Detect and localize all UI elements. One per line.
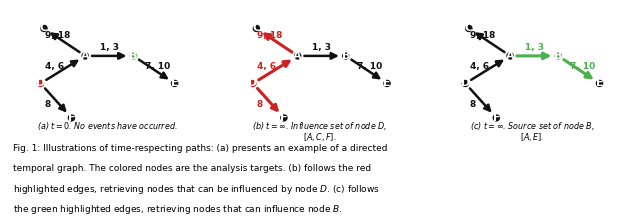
Text: 8: 8 (257, 100, 263, 108)
Text: A: A (506, 51, 515, 61)
Text: F: F (493, 113, 500, 123)
Text: F: F (280, 113, 287, 123)
Circle shape (506, 52, 514, 60)
Text: C: C (40, 23, 48, 33)
Circle shape (40, 25, 48, 32)
Text: 1, 3: 1, 3 (525, 43, 543, 52)
Circle shape (36, 80, 44, 87)
Text: Fig. 1: Illustrations of time-respecting paths: (a) presents an example of a dir: Fig. 1: Illustrations of time-respecting… (13, 144, 387, 153)
Text: B: B (129, 51, 138, 61)
Circle shape (68, 114, 76, 122)
Circle shape (383, 80, 391, 87)
Text: 7, 10: 7, 10 (145, 62, 170, 71)
Text: the green highlighted edges, retrieving nodes that can influence node $B$.: the green highlighted edges, retrieving … (13, 203, 342, 216)
Circle shape (493, 114, 500, 122)
Text: 4, 6: 4, 6 (45, 62, 64, 71)
Text: 8: 8 (469, 100, 476, 108)
Text: D: D (248, 78, 257, 88)
Text: 4, 6: 4, 6 (470, 62, 489, 71)
Text: D: D (461, 78, 470, 88)
Circle shape (249, 80, 257, 87)
Text: 9, 18: 9, 18 (45, 31, 70, 40)
Circle shape (342, 52, 349, 60)
Text: $[A, C, F]$.: $[A, C, F]$. (303, 130, 337, 143)
Text: highlighted edges, retrieving nodes that can be influenced by node $D$. (c) foll: highlighted edges, retrieving nodes that… (13, 183, 380, 196)
Circle shape (280, 114, 288, 122)
Circle shape (129, 52, 137, 60)
Text: B: B (342, 51, 350, 61)
Text: (a) $t = 0$. No events have occurred.: (a) $t = 0$. No events have occurred. (37, 120, 178, 132)
Circle shape (554, 52, 562, 60)
Text: A: A (81, 51, 90, 61)
Circle shape (253, 25, 260, 32)
Text: (c) $t = \infty$. Source set of node $B$,: (c) $t = \infty$. Source set of node $B$… (470, 120, 595, 132)
Text: E: E (171, 78, 179, 88)
Text: D: D (36, 78, 45, 88)
Text: 9, 18: 9, 18 (257, 31, 283, 40)
Circle shape (465, 25, 472, 32)
Text: B: B (554, 51, 563, 61)
Text: E: E (596, 78, 604, 88)
Text: 1, 3: 1, 3 (100, 43, 119, 52)
Text: 9, 18: 9, 18 (470, 31, 495, 40)
Text: 1, 3: 1, 3 (312, 43, 332, 52)
Text: F: F (68, 113, 76, 123)
Text: E: E (383, 78, 391, 88)
Text: C: C (465, 23, 473, 33)
Circle shape (81, 52, 89, 60)
Circle shape (294, 52, 301, 60)
Text: 7, 10: 7, 10 (357, 62, 383, 71)
Text: 4, 6: 4, 6 (257, 62, 276, 71)
Text: C: C (252, 23, 260, 33)
Text: $[A, E]$.: $[A, E]$. (520, 130, 545, 143)
Circle shape (461, 80, 469, 87)
Text: 8: 8 (44, 100, 51, 108)
Text: (b) $t = \infty$. Influence set of node $D$,: (b) $t = \infty$. Influence set of node … (252, 120, 388, 132)
Circle shape (596, 80, 604, 87)
Text: 7, 10: 7, 10 (570, 62, 595, 71)
Circle shape (171, 80, 179, 87)
Text: temporal graph. The colored nodes are the analysis targets. (b) follows the red: temporal graph. The colored nodes are th… (13, 164, 371, 173)
Text: A: A (293, 51, 302, 61)
